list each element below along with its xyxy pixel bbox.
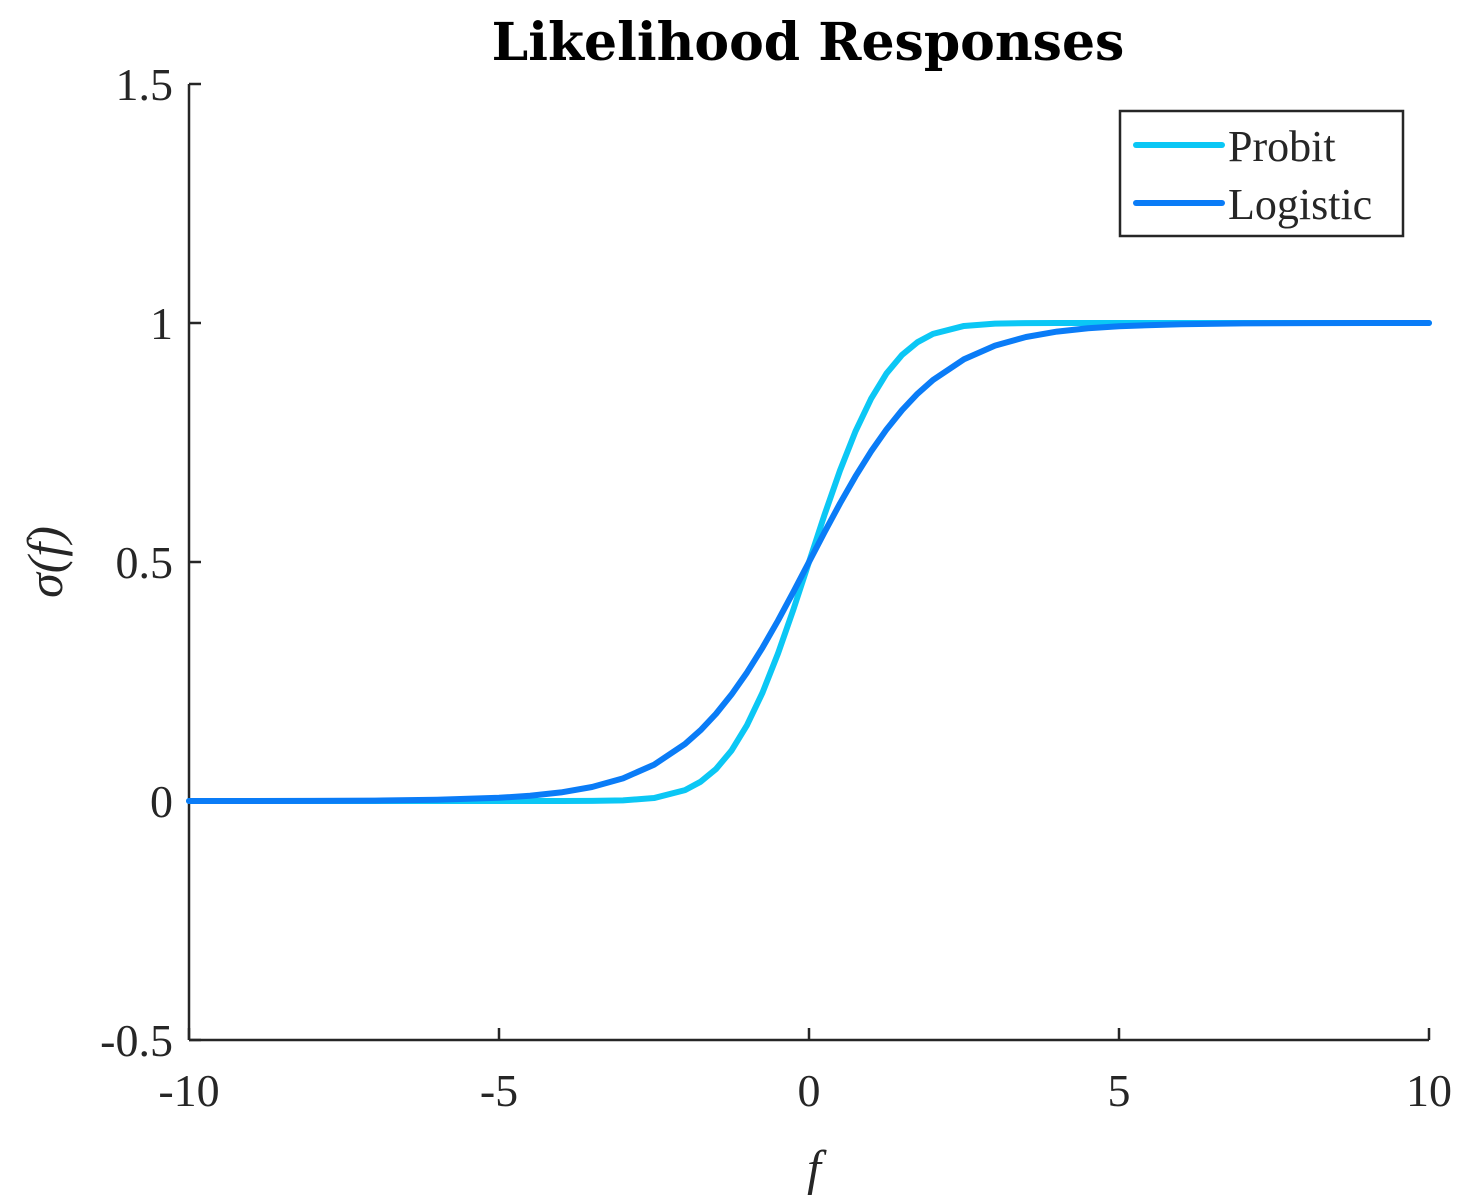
legend: Probit Logistic [1118, 109, 1405, 238]
legend-label-logistic: Logistic [1228, 180, 1372, 229]
series-line-logistic [186, 320, 1432, 804]
x-tick-label: -5 [480, 1065, 518, 1116]
y-tick-label: 1 [150, 298, 173, 349]
series-lines [186, 320, 1432, 804]
y-tick-label: 1.5 [116, 59, 174, 110]
x-tick-label: 10 [1406, 1065, 1452, 1116]
y-tick-label: 0.5 [116, 537, 174, 588]
y-tick-label: 0 [150, 776, 173, 827]
y-axis-label: σ(f) [17, 526, 73, 598]
legend-box [1118, 109, 1405, 238]
y-ticks: -0.5 0 0.5 1 1.5 [100, 59, 201, 1066]
x-ticks: -10 -5 0 5 10 [158, 1028, 1452, 1116]
x-tick-label: -10 [158, 1065, 219, 1116]
legend-label-probit: Probit [1228, 122, 1336, 171]
x-axis-label: f [807, 1140, 827, 1195]
chart-title: Likelihood Responses [492, 12, 1125, 73]
x-tick-label: 0 [798, 1065, 821, 1116]
y-tick-label: -0.5 [100, 1015, 173, 1066]
x-tick-label: 5 [1108, 1065, 1131, 1116]
